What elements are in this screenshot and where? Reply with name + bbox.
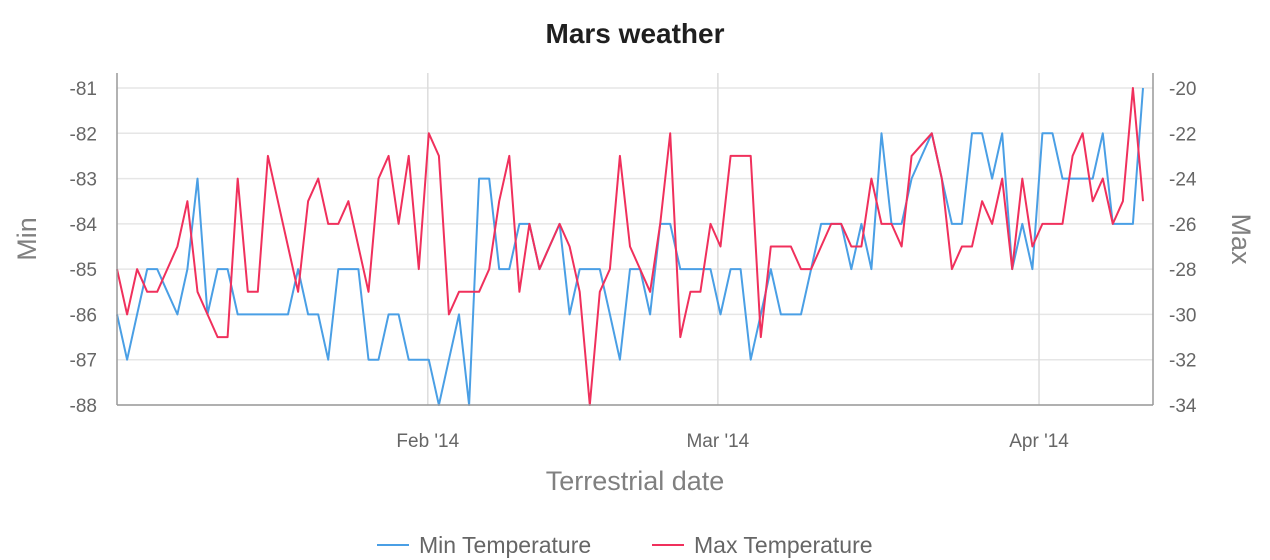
legend-label-min: Min Temperature: [419, 532, 591, 558]
right-axis-title: Max: [1226, 213, 1256, 265]
left-tick-label: -87: [70, 351, 97, 372]
right-tick-label: -34: [1169, 396, 1197, 417]
legend: Min Temperature Max Temperature: [377, 532, 873, 558]
left-tick-label: -88: [70, 396, 97, 417]
legend-item-min[interactable]: Min Temperature: [377, 532, 591, 558]
grid: [117, 73, 1153, 406]
left-tick-label: -85: [70, 260, 97, 281]
axes: -81 -82 -83 -84 -85 -86 -87 -88 -20 -22 -24 -26 -28 -…: [70, 73, 1197, 452]
x-axis-title: Terrestrial date: [546, 466, 725, 496]
left-axis-title: Min: [12, 217, 42, 261]
legend-label-max: Max Temperature: [694, 532, 873, 558]
right-tick-label: -22: [1169, 124, 1196, 145]
right-tick-label: -20: [1169, 79, 1196, 100]
left-tick-label: -82: [70, 124, 97, 145]
right-tick-label: -26: [1169, 215, 1196, 236]
chart-title: Mars weather: [546, 18, 725, 49]
x-tick-label: Feb '14: [396, 431, 459, 452]
x-tick-label: Mar '14: [686, 431, 749, 452]
legend-item-max[interactable]: Max Temperature: [652, 532, 873, 558]
left-tick-label: -86: [70, 305, 97, 326]
max-temperature-line[interactable]: [116, 87, 1144, 406]
left-tick-label: -83: [70, 170, 97, 191]
x-tick-label: Apr '14: [1009, 431, 1069, 452]
right-tick-label: -28: [1169, 260, 1196, 281]
right-tick-label: -30: [1169, 305, 1196, 326]
series-lines: [116, 87, 1144, 406]
right-tick-label: -32: [1169, 351, 1196, 372]
right-tick-label: -24: [1169, 170, 1197, 191]
min-temperature-line[interactable]: [116, 87, 1144, 406]
left-tick-label: -84: [70, 215, 98, 236]
left-tick-label: -81: [70, 79, 97, 100]
